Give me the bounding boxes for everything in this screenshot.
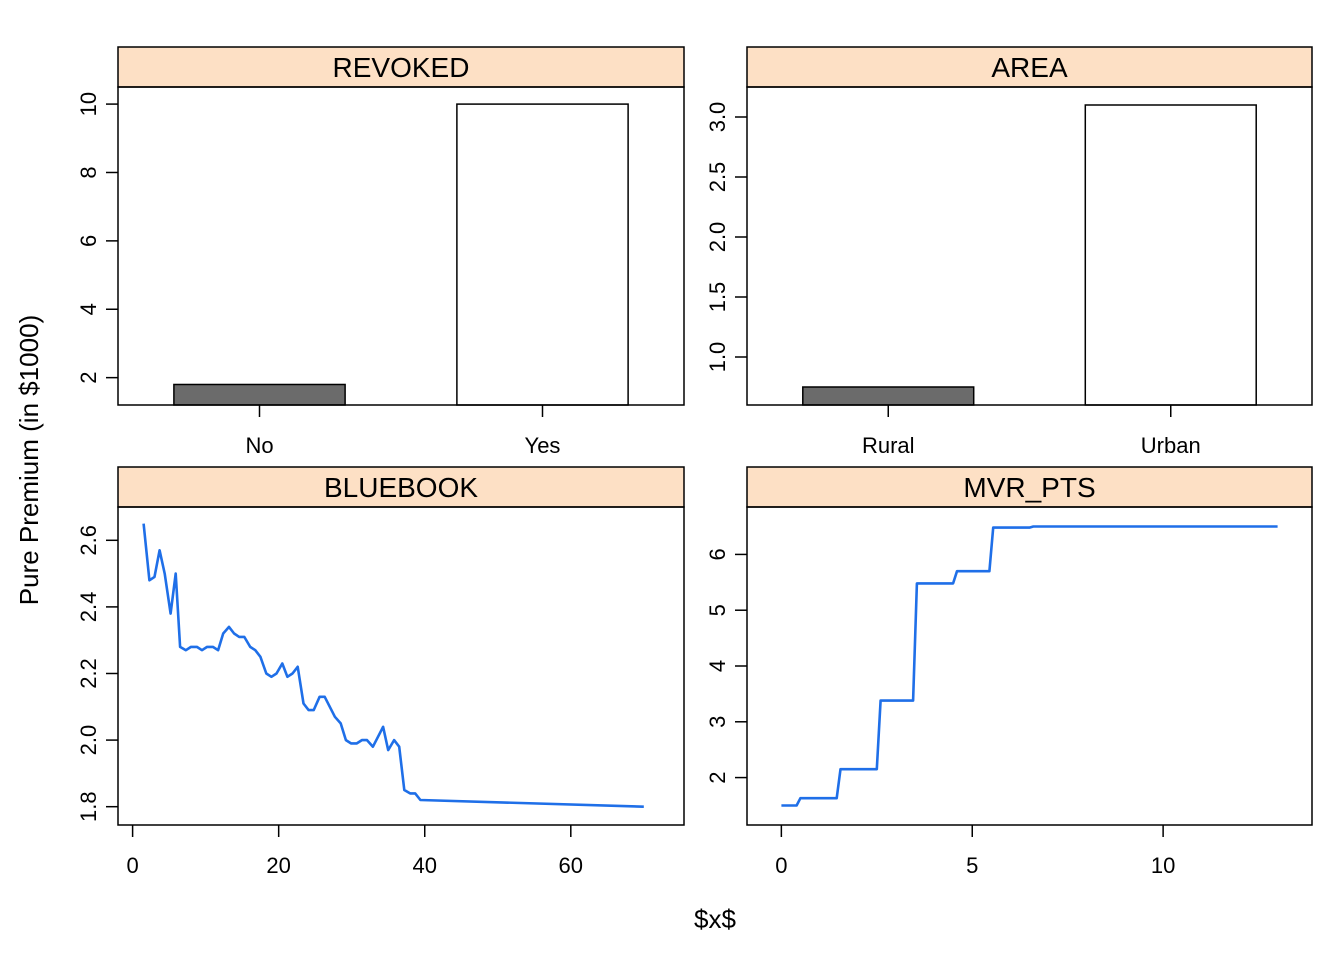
- panel-1-ytick-label: 2: [76, 372, 101, 384]
- panel-1-ytick-label: 6: [76, 235, 101, 247]
- x-axis-title: $x$: [694, 904, 736, 934]
- panel-4-ytick-label: 5: [705, 604, 730, 616]
- panel-1-xtick-label: No: [245, 433, 273, 458]
- panel-4-frame: [746, 506, 1313, 826]
- panel-1-strip-title: REVOKED: [333, 52, 470, 83]
- panel-1-strip: [117, 46, 685, 88]
- panel-2-bar-urban: [1084, 104, 1257, 406]
- panel-1: REVOKED 2 4 6 8 10 No Yes: [76, 46, 685, 458]
- panel-3-ytick-label: 2.0: [76, 725, 101, 756]
- panel-2-ytick-label: 3.0: [705, 102, 730, 133]
- panel-2-ytick-label: 1.0: [705, 342, 730, 373]
- panel-4-ytick-label: 6: [705, 548, 730, 560]
- panel-2-frame: [746, 86, 1313, 406]
- panel-2-bar-rural: [802, 386, 975, 406]
- panel-2-ytick-label: 2.5: [705, 162, 730, 193]
- panel-1-ytick-label: 10: [76, 92, 101, 116]
- panel-2-ytick-label: 2.0: [705, 222, 730, 253]
- panel-3-ytick-label: 2.2: [76, 658, 101, 689]
- panel-1-bar-no: [173, 383, 346, 406]
- panel-2-strip: [746, 46, 1313, 88]
- panel-3: BLUEBOOK 1.8 2.0 2.2 2.4 2.6 0 20 40 60: [76, 466, 685, 878]
- panel-1-xtick-label: Yes: [525, 433, 561, 458]
- panel-1-bar-yes: [456, 103, 629, 406]
- panel-4-xtick-label: 0: [775, 853, 787, 878]
- panel-4-series-line: [781, 525, 1278, 807]
- panel-1-frame: [117, 86, 685, 406]
- panel-2-xtick-label: Rural: [862, 433, 915, 458]
- panel-2: AREA 1.0 1.5 2.0 2.5 3.0 Rural Urban: [705, 46, 1313, 458]
- panel-3-xtick-label: 40: [412, 853, 436, 878]
- panel-4-ytick-label: 2: [705, 771, 730, 783]
- panel-2-ytick-label: 1.5: [705, 282, 730, 313]
- panel-3-series-line: [142, 523, 644, 808]
- panel-3-ytick-label: 2.6: [76, 525, 101, 556]
- panel-4-xtick-label: 5: [966, 853, 978, 878]
- panel-3-ytick-label: 2.4: [76, 592, 101, 623]
- panel-2-xtick-label: Urban: [1141, 433, 1201, 458]
- panel-4-strip: [746, 466, 1313, 508]
- y-axis-title: Pure Premium (in $1000): [14, 315, 44, 605]
- panel-4-ytick-label: 4: [705, 660, 730, 672]
- panel-3-strip-title: BLUEBOOK: [324, 472, 478, 503]
- panel-3-xtick-label: 60: [559, 853, 583, 878]
- panel-3-xtick-label: 20: [266, 853, 290, 878]
- panel-3-strip: [117, 466, 685, 508]
- panel-1-ytick-label: 8: [76, 166, 101, 178]
- panel-3-xtick-label: 0: [126, 853, 138, 878]
- panel-4-ytick-label: 3: [705, 716, 730, 728]
- panel-4: MVR_PTS 2 3 4 5 6 0 5 10: [705, 466, 1313, 878]
- panel-3-frame: [117, 506, 685, 826]
- panel-4-strip-title: MVR_PTS: [963, 472, 1095, 503]
- panel-1-ytick-label: 4: [76, 303, 101, 315]
- panel-2-strip-title: AREA: [991, 52, 1068, 83]
- panel-3-ytick-label: 1.8: [76, 791, 101, 822]
- panel-4-xtick-label: 10: [1151, 853, 1175, 878]
